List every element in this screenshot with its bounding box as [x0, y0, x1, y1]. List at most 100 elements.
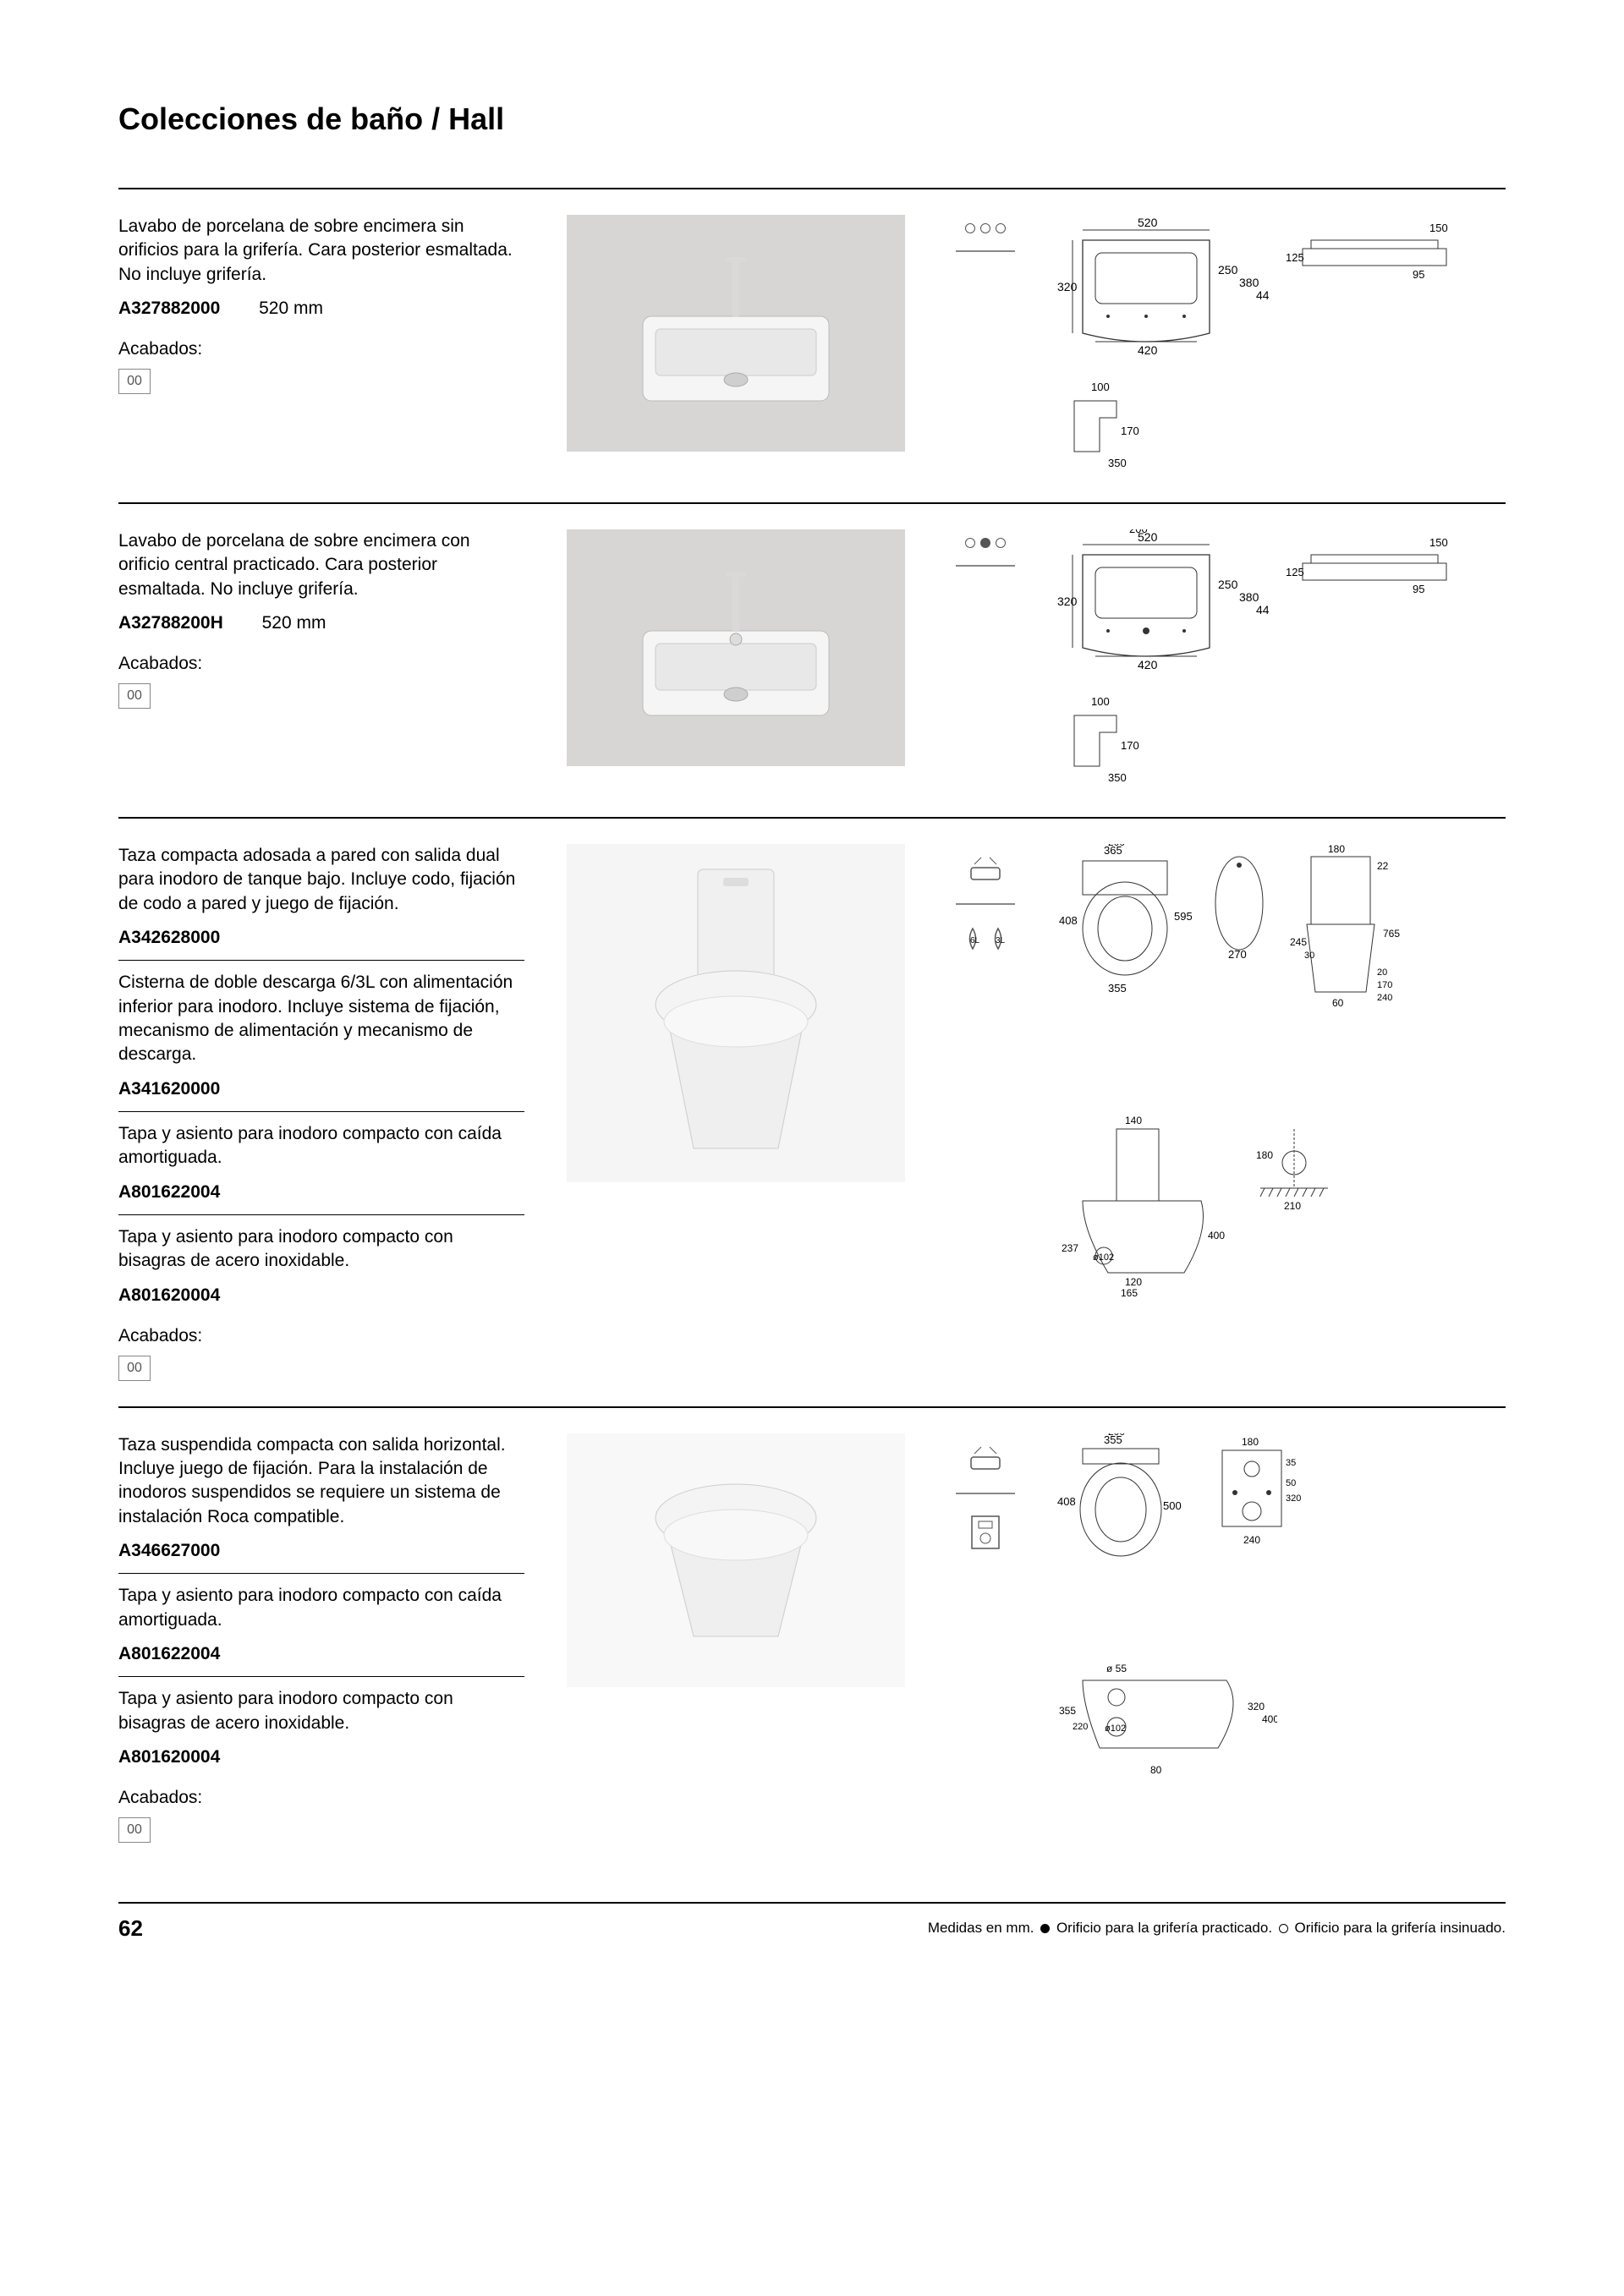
drawing-column: 355 200 408 500 180 35 50 320 240	[1057, 1433, 1506, 1843]
drawing-side-view: ø 55 355 220 ø102 320 400 80	[1057, 1647, 1277, 1782]
svg-text:125: 125	[1286, 251, 1304, 264]
drawing-side-view: 150 125 95	[1286, 215, 1472, 282]
drawing-top-view: 520 320 420 250 380 440	[1057, 215, 1269, 359]
hole-open-icon	[965, 223, 975, 233]
svg-text:20: 20	[1377, 967, 1387, 978]
product-ref: A327882000 520 mm	[118, 297, 524, 321]
svg-text:400: 400	[1262, 1713, 1277, 1725]
ref-dim: 520 mm	[262, 613, 326, 633]
svg-text:120: 120	[1125, 1276, 1142, 1288]
svg-text:350: 350	[1108, 457, 1127, 469]
footer-legend: Medidas en mm. Orificio para la grifería…	[928, 1920, 1506, 1937]
divider-icon	[956, 565, 1015, 567]
holes-indicator	[965, 538, 1006, 548]
divider-icon	[956, 1493, 1015, 1494]
product-row: Taza compacta adosada a pared con salida…	[118, 817, 1506, 1406]
drawing-back-view: 180 35 50 320 240	[1201, 1433, 1311, 1552]
product-ref: A346627000	[118, 1539, 524, 1563]
svg-text:150: 150	[1429, 222, 1448, 234]
seat-icon	[964, 1442, 1007, 1476]
svg-text:320: 320	[1248, 1701, 1265, 1712]
svg-text:765: 765	[1383, 928, 1400, 940]
product-description: Lavabo de porcelana de sobre encimera co…	[118, 529, 524, 601]
svg-text:440: 440	[1256, 603, 1269, 616]
finish-swatch: 00	[118, 1356, 151, 1381]
svg-text:180: 180	[1328, 844, 1345, 855]
svg-text:400: 400	[1208, 1230, 1225, 1241]
svg-text:250: 250	[1218, 578, 1238, 591]
svg-text:380: 380	[1239, 276, 1259, 289]
svg-text:220: 220	[1073, 1722, 1088, 1732]
product-row: Lavabo de porcelana de sobre encimera co…	[118, 502, 1506, 817]
icon-column	[947, 529, 1023, 792]
drawing-top-view: 355 200 408 500	[1057, 1433, 1184, 1569]
product-photo	[567, 844, 905, 1182]
page-title: Colecciones de baño / Hall	[118, 101, 1506, 137]
product-description: Cisterna de doble descarga 6/3L con alim…	[118, 971, 524, 1066]
product-ref: A801620004	[118, 1284, 524, 1307]
finishes-label: Acabados:	[118, 652, 524, 676]
drawing-seat-view: 270	[1210, 844, 1269, 962]
svg-text:50: 50	[1286, 1478, 1296, 1488]
page-footer: 62 Medidas en mm. Orificio para la grife…	[118, 1902, 1506, 1942]
svg-text:200: 200	[1129, 529, 1148, 535]
drawing-back-view: 180 22 245 30 765 60 20 170 240	[1286, 844, 1404, 1013]
legend-filled: Orificio para la grifería practicado.	[1056, 1920, 1272, 1936]
svg-text:210: 210	[1284, 1200, 1301, 1212]
hole-open-icon	[965, 538, 975, 548]
text-column: Lavabo de porcelana de sobre encimera si…	[118, 215, 524, 477]
dot-open-icon	[1279, 1924, 1288, 1933]
product-ref: A341620000	[118, 1077, 524, 1101]
hole-open-icon	[980, 223, 990, 233]
divider-icon	[956, 903, 1015, 905]
hole-open-icon	[996, 538, 1006, 548]
product-description: Tapa y asiento para inodoro compacto con…	[118, 1122, 524, 1170]
product-row: Taza suspendida compacta con salida hori…	[118, 1406, 1506, 1868]
svg-text:240: 240	[1243, 1534, 1260, 1546]
drawing-profile-view: 100 170 350	[1057, 690, 1150, 792]
svg-text:125: 125	[1286, 566, 1304, 578]
finishes-label: Acabados:	[118, 1786, 524, 1810]
svg-text:355: 355	[1108, 982, 1127, 995]
svg-text:6L: 6L	[970, 936, 980, 945]
svg-text:80: 80	[1150, 1764, 1162, 1776]
divider-icon	[956, 250, 1015, 252]
finish-swatch: 00	[118, 683, 151, 709]
wall-frame-icon	[967, 1511, 1004, 1553]
drawing-drain-view: 180 210	[1252, 1112, 1336, 1214]
ref-code: A32788200H	[118, 613, 223, 633]
hole-filled-icon	[980, 538, 990, 548]
svg-text:100: 100	[1091, 695, 1110, 708]
svg-text:237: 237	[1062, 1242, 1078, 1254]
dual-flush-icon: 6L 3L	[960, 922, 1011, 956]
svg-text:320: 320	[1286, 1493, 1301, 1504]
product-photo	[567, 215, 905, 452]
svg-text:22: 22	[1377, 860, 1389, 872]
svg-text:30: 30	[1304, 951, 1314, 961]
page-number: 62	[118, 1915, 143, 1942]
svg-text:408: 408	[1059, 914, 1078, 927]
product-ref: A801620004	[118, 1745, 524, 1769]
product-description: Lavabo de porcelana de sobre encimera si…	[118, 215, 524, 287]
seat-icon	[964, 852, 1007, 886]
svg-text:140: 140	[1125, 1115, 1142, 1126]
svg-text:ø102: ø102	[1105, 1723, 1126, 1734]
svg-text:408: 408	[1057, 1495, 1076, 1508]
text-column: Lavabo de porcelana de sobre encimera co…	[118, 529, 524, 792]
product-ref: A801622004	[118, 1181, 524, 1204]
svg-text:270: 270	[1228, 948, 1247, 961]
finish-swatch: 00	[118, 1817, 151, 1843]
photo-column	[558, 844, 914, 1381]
svg-text:320: 320	[1057, 280, 1078, 293]
svg-text:95: 95	[1413, 583, 1424, 595]
drawing-column: 520 200 320 420 250 380 440 150 125 95 1…	[1057, 529, 1506, 792]
drawing-profile-view: 100 170 350	[1057, 375, 1150, 477]
svg-text:245: 245	[1290, 936, 1307, 948]
icon-column	[947, 1433, 1023, 1843]
svg-text:170: 170	[1377, 980, 1392, 990]
svg-text:150: 150	[1429, 536, 1448, 549]
svg-text:ø 55: ø 55	[1106, 1663, 1127, 1674]
ref-code: A327882000	[118, 299, 220, 318]
svg-text:500: 500	[1163, 1499, 1182, 1512]
drawing-column: 520 320 420 250 380 440 150 125 95 100 1…	[1057, 215, 1506, 477]
